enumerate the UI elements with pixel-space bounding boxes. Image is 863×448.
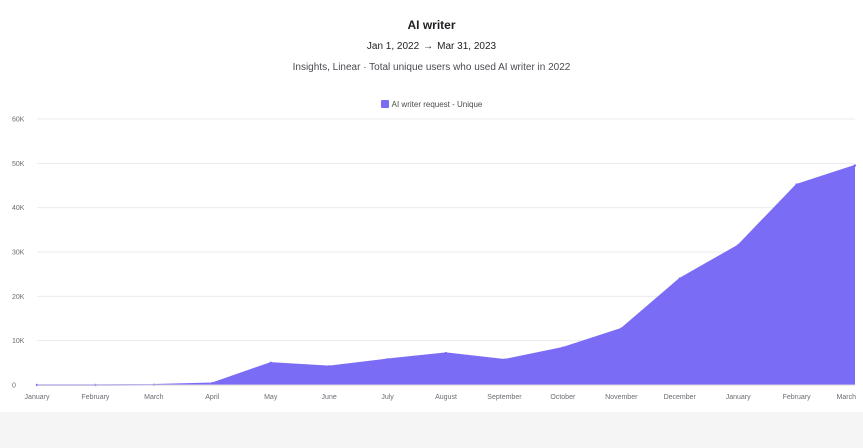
y-tick-label: 60K xyxy=(12,117,25,124)
y-tick-label: 10K xyxy=(12,338,25,345)
x-tick-label: October xyxy=(550,394,576,401)
x-tick-label: November xyxy=(605,394,638,401)
x-tick-label: July xyxy=(381,394,394,401)
legend-label: AI writer request - Unique xyxy=(391,100,483,109)
x-tick-label: December xyxy=(664,394,697,401)
y-tick-label: 40K xyxy=(12,205,25,212)
chart-title: AI writer xyxy=(407,18,456,32)
data-point xyxy=(503,358,506,361)
y-tick-label: 20K xyxy=(12,294,25,301)
x-tick-label: April xyxy=(205,394,219,401)
y-tick-label: 0 xyxy=(12,383,16,390)
date-range-end: Mar 31, 2023 xyxy=(437,41,497,52)
x-tick-label: September xyxy=(487,394,522,401)
x-tick-label: March xyxy=(837,394,857,401)
date-range[interactable]: Jan 1, 2022 → Mar 31, 2023 xyxy=(0,41,863,52)
y-tick-label: 30K xyxy=(12,250,25,257)
data-point xyxy=(795,183,798,186)
x-tick-label: January xyxy=(25,394,50,401)
data-point xyxy=(620,327,623,330)
data-point xyxy=(561,346,565,349)
arrow-right-icon: → xyxy=(423,41,434,52)
chart-subtitle: Insights, Linear · Total unique users wh… xyxy=(292,62,571,73)
x-tick-label: May xyxy=(264,394,278,401)
x-tick-label: August xyxy=(435,394,457,401)
area-chart: 0 10K 20K 30K 40K 50K 60K January February March A… xyxy=(12,117,857,401)
data-point xyxy=(386,358,389,361)
data-point xyxy=(327,365,331,368)
data-point xyxy=(678,277,681,280)
x-tick-label: January xyxy=(726,394,751,401)
legend[interactable]: AI writer request - Unique xyxy=(0,100,863,109)
x-tick-label: June xyxy=(322,394,337,401)
y-tick-label: 50K xyxy=(12,161,25,168)
data-point xyxy=(211,382,214,385)
legend-swatch xyxy=(380,100,389,108)
data-point xyxy=(269,361,272,365)
x-tick-label: February xyxy=(81,394,110,401)
data-point xyxy=(736,244,740,247)
date-range-start: Jan 1, 2022 xyxy=(366,41,420,52)
data-point xyxy=(853,164,857,167)
data-point xyxy=(444,351,448,355)
series-area xyxy=(37,165,855,385)
x-tick-label: February xyxy=(783,394,812,401)
x-tick-label: March xyxy=(144,394,164,401)
